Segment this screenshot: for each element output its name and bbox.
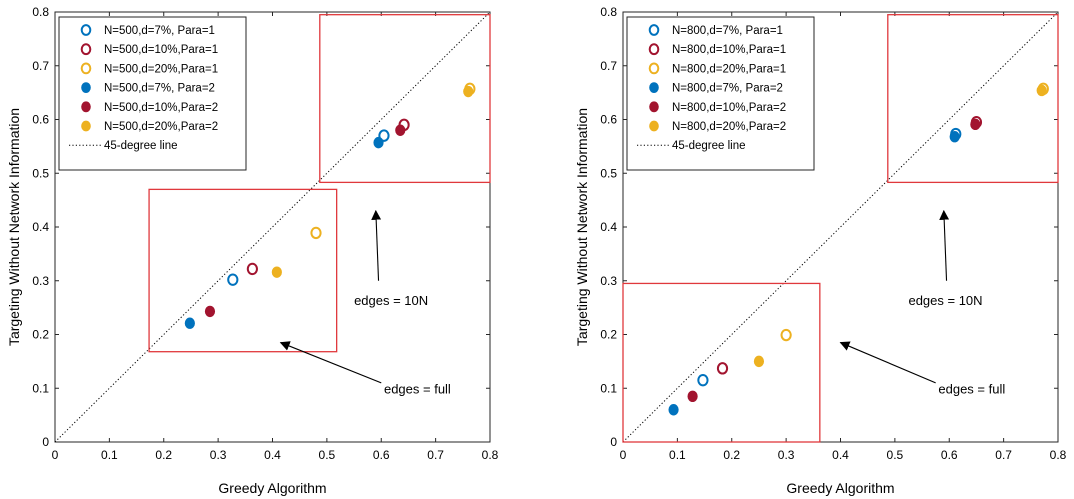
legend-marker [648,62,660,75]
x-tick-label: 0.8 [482,448,499,462]
legend-entry-label: N=800,d=10%,Para=2 [672,102,786,114]
x-tick-label: 0.4 [832,448,849,462]
data-point-series-3 [780,328,792,342]
y-tick-label: 0 [610,435,617,449]
y-tick-label: 0.7 [600,59,617,73]
x-tick-label: 0.6 [941,448,958,462]
y-tick-label: 0.5 [32,166,49,180]
legend-marker [649,120,659,132]
legend-entry-label: N=800,d=20%,Para=2 [672,121,786,133]
y-tick-label: 0.1 [32,381,49,395]
data-point-series-3 [310,226,322,240]
annotation-label: edges = full [384,382,451,397]
legend-entry-label: N=800,d=7%, Para=1 [672,25,783,37]
x-tick-label: 0 [620,448,627,462]
legend-box [58,16,247,171]
data-point-series-4 [668,404,679,416]
data-point-series-6 [1036,84,1047,97]
x-tick-label: 0.5 [319,448,336,462]
data-point-series-5 [204,305,216,318]
x-tick-label: 0 [52,448,59,462]
data-point-series-1 [227,273,239,286]
y-tick-label: 0.3 [600,274,617,288]
y-tick-label: 0.2 [600,328,617,342]
highlight-box-2 [622,282,821,443]
data-point-series-5 [687,390,698,403]
y-axis-label: Targeting Without Network Information [574,108,590,346]
x-tick-label: 0.2 [155,448,172,462]
legend-box [626,16,815,171]
x-axis-label: Greedy Algorithm [218,480,326,496]
x-tick-label: 0.5 [887,448,904,462]
y-tick-label: 0.6 [32,113,49,127]
x-tick-label: 0.4 [264,448,281,462]
legend-entry-label: N=500,d=10%,Para=2 [104,102,218,114]
y-tick-label: 0.8 [32,5,49,19]
x-tick-label: 0.1 [669,448,686,462]
data-point-series-6 [753,355,765,368]
highlight-box-2 [148,188,338,353]
y-tick-label: 0.7 [32,59,49,73]
legend-marker [648,24,660,36]
legend-marker [648,43,660,56]
legend-marker [81,120,91,132]
data-point-series-4 [949,131,960,143]
legend-entry-label: 45-degree line [672,140,746,152]
annotation-arrow [279,341,382,384]
legend-entry-label: N=500,d=10%,Para=1 [104,44,218,56]
x-tick-label: 0.2 [723,448,740,462]
legend-marker [649,82,659,93]
data-point-series-4 [373,136,384,149]
legend-entry-label: N=800,d=10%,Para=1 [672,44,786,56]
annotation-arrow [939,209,950,281]
annotation-label: edges = 10N [354,293,428,308]
annotation-arrow [371,209,382,281]
data-point-series-5 [395,124,406,136]
legend-marker [81,82,91,93]
y-tick-label: 0.5 [600,166,617,180]
highlight-box-1 [319,14,491,184]
legend-marker [80,24,92,36]
annotation-label: edges = 10N [908,293,982,308]
y-tick-label: 0.1 [600,381,617,395]
legend-marker [80,62,92,75]
y-tick-label: 0.2 [32,328,49,342]
x-tick-label: 0.7 [995,448,1012,462]
y-tick-label: 0.8 [600,5,617,19]
x-tick-label: 0.3 [210,448,227,462]
annotation-label: edges = full [938,382,1005,397]
legend-marker [649,101,659,113]
legend-entry-label: N=800,d=20%,Para=1 [672,63,786,75]
legend-entry-label: N=500,d=7%, Para=2 [104,83,215,95]
y-tick-label: 0.4 [600,220,617,234]
highlight-box-1 [887,14,1059,184]
x-axis-label: Greedy Algorithm [786,480,894,496]
data-point-series-2 [716,362,729,375]
legend-marker [80,43,92,56]
y-tick-label: 0.6 [600,113,617,127]
y-tick-label: 0.4 [32,220,49,234]
legend-entry-label: N=500,d=20%,Para=1 [104,63,218,75]
y-axis-label: Targeting Without Network Information [6,108,22,346]
legend-entry-label: 45-degree line [104,140,178,152]
data-point-series-1 [697,373,709,387]
annotation-arrow [839,341,936,384]
data-point-series-5 [970,118,981,131]
x-tick-label: 0.3 [778,448,795,462]
x-tick-label: 0.7 [427,448,444,462]
legend-entry-label: N=500,d=7%, Para=1 [104,25,215,37]
legend-entry-label: N=500,d=20%,Para=2 [104,121,218,133]
data-point-series-4 [184,317,195,329]
y-tick-label: 0.3 [32,274,49,288]
y-tick-label: 0 [42,435,49,449]
data-point-series-6 [463,85,474,98]
legend-entry-label: N=800,d=7%, Para=2 [672,83,783,95]
legend-marker [81,101,91,113]
x-tick-label: 0.8 [1050,448,1067,462]
data-point-series-2 [246,262,258,276]
x-tick-label: 0.1 [101,448,118,462]
data-point-series-6 [271,266,282,278]
x-tick-label: 0.6 [373,448,390,462]
